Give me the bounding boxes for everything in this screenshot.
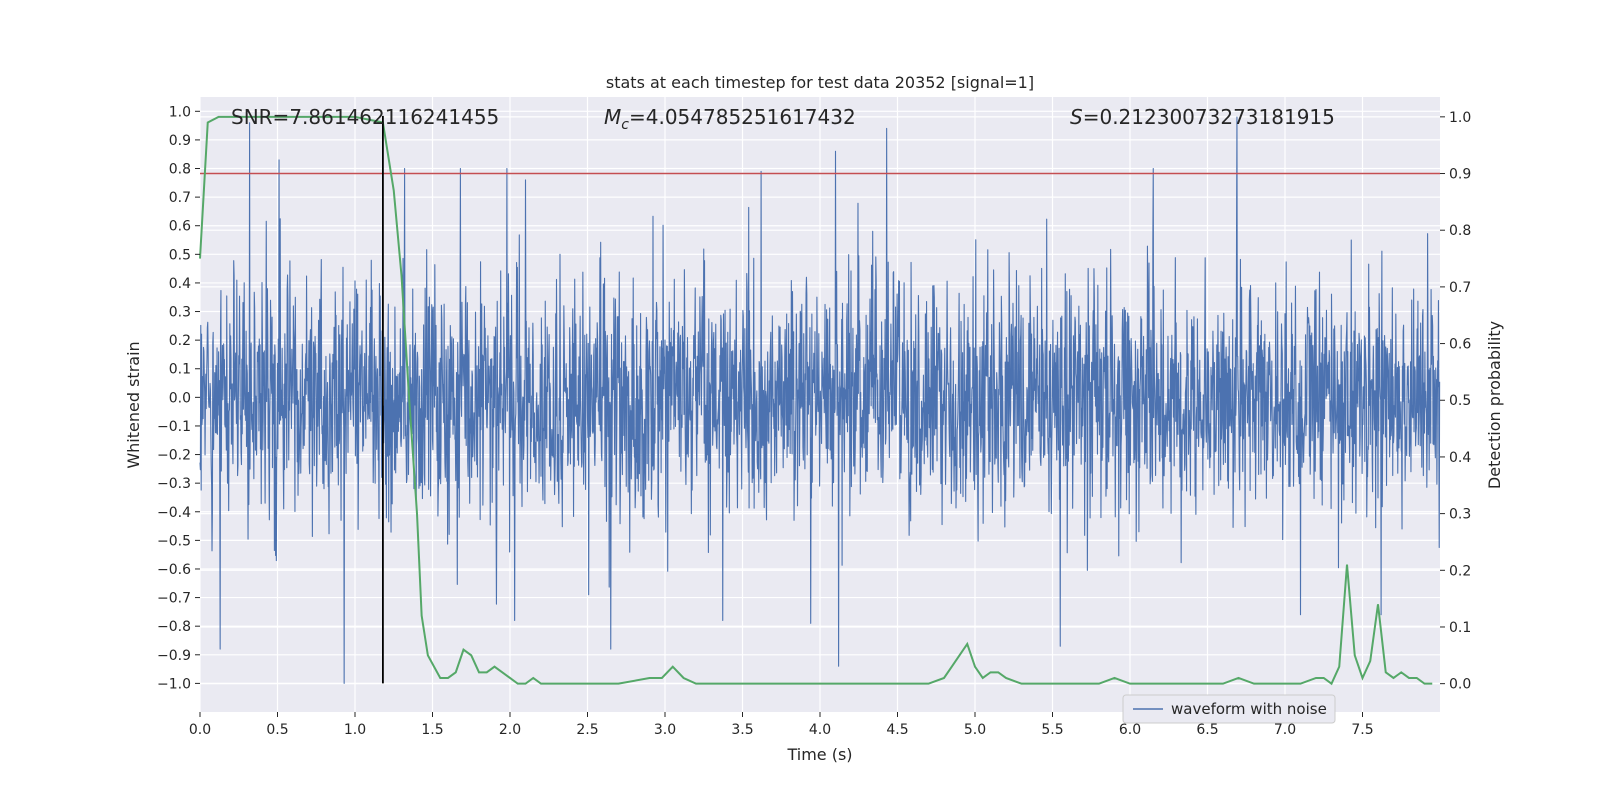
x-tick-label-0: 0.0	[189, 722, 211, 738]
y-left-tick-label-13: −0.3	[157, 476, 191, 492]
chart-title: stats at each timestep for test data 203…	[606, 73, 1034, 92]
mc-label-sub: c	[621, 117, 629, 133]
y-left-tick-label-9: 0.1	[169, 362, 191, 378]
mc-suffix: =	[629, 105, 646, 129]
y-right-axis-label: Detection probability	[1485, 321, 1504, 489]
probability-series	[199, 115, 1433, 686]
legend-entry-waveform: waveform with noise	[1171, 700, 1327, 718]
waveform-series	[199, 116, 1441, 684]
y-right-tick-label-3: 0.7	[1449, 280, 1471, 296]
x-tick-label-9: 4.5	[886, 722, 908, 738]
snr-value: 7.861462116241455	[289, 105, 499, 129]
legend: waveform with noise	[1122, 694, 1336, 724]
y-left-axis-label: Whitened strain	[124, 341, 143, 468]
x-tick-label-13: 6.5	[1196, 722, 1218, 738]
s-label: S	[1070, 105, 1083, 129]
y-left-tick-label-5: 0.5	[169, 247, 191, 263]
y-left-tick-label-1: 0.9	[169, 133, 191, 149]
y-left-tick-label-15: −0.5	[157, 533, 191, 549]
y-left-tick-label-12: −0.2	[157, 448, 191, 464]
y-right-tick-label-5: 0.5	[1449, 393, 1471, 409]
y-left-tick-label-3: 0.7	[169, 190, 191, 206]
y-left-tick-label-20: −1.0	[157, 676, 191, 692]
x-tick-label-4: 2.0	[499, 722, 521, 738]
y-left-tick-label-16: −0.6	[157, 562, 191, 578]
y-right-tick-label-9: 0.1	[1449, 620, 1471, 636]
mc-label: M	[604, 105, 621, 129]
x-tick-label-8: 4.0	[809, 722, 831, 738]
y-right-axis-ticks: 1.0 0.9 0.8 0.7 0.6 0.5 0.4 0.3 0.2 0.1 0.0	[1440, 110, 1471, 693]
y-left-tick-label-2: 0.8	[169, 162, 191, 178]
y-left-axis-ticks: 1.0 0.9 0.8 0.7 0.6 0.5 0.4 0.3 0.2 0.1 0.0 −0.1 −0.…	[157, 104, 200, 692]
waveform-line	[199, 116, 1441, 684]
x-tick-label-7: 3.5	[731, 722, 753, 738]
x-axis-ticks: 0.0 0.5 1.0 1.5 2.0 2.5 3.0 3.5 4.0 4.5 5.0 5.5 6.0 6…	[189, 712, 1374, 738]
y-left-tick-label-6: 0.4	[169, 276, 191, 292]
y-right-tick-label-0: 1.0	[1449, 110, 1471, 126]
mc-annotation: Mc=4.054785251617432	[604, 105, 856, 133]
s-value: 0.21230073273181915	[1099, 105, 1334, 129]
y-left-tick-label-11: −0.1	[157, 419, 191, 435]
y-left-tick-label-19: −0.9	[157, 648, 191, 664]
snr-label: SNR=	[231, 105, 289, 129]
legend-box	[1122, 694, 1336, 724]
y-right-tick-label-8: 0.2	[1449, 563, 1471, 579]
y-right-tick-label-7: 0.3	[1449, 507, 1471, 523]
snr-annotation: SNR=7.861462116241455	[231, 105, 499, 129]
x-tick-label-15: 7.5	[1351, 722, 1373, 738]
x-tick-label-3: 1.5	[421, 722, 443, 738]
x-tick-label-6: 3.0	[654, 722, 676, 738]
s-suffix: =	[1083, 105, 1100, 129]
x-tick-label-12: 6.0	[1119, 722, 1141, 738]
x-tick-label-2: 1.0	[344, 722, 366, 738]
y-right-tick-label-1: 0.9	[1449, 167, 1471, 183]
y-right-tick-label-6: 0.4	[1449, 450, 1471, 466]
mc-value: 4.054785251617432	[646, 105, 856, 129]
y-left-tick-label-10: 0.0	[169, 390, 191, 406]
y-left-tick-label-4: 0.6	[169, 219, 191, 235]
y-left-tick-label-8: 0.2	[169, 333, 191, 349]
s-annotation: S=0.21230073273181915	[1070, 105, 1335, 129]
x-tick-label-11: 5.5	[1041, 722, 1063, 738]
y-left-tick-label-18: −0.8	[157, 619, 191, 635]
probability-line	[199, 115, 1433, 686]
y-right-tick-label-4: 0.6	[1449, 337, 1471, 353]
y-left-tick-label-7: 0.3	[169, 305, 191, 321]
y-left-tick-label-17: −0.7	[157, 591, 191, 607]
y-right-tick-label-10: 0.0	[1449, 677, 1471, 693]
y-right-tick-label-2: 0.8	[1449, 223, 1471, 239]
y-left-tick-label-14: −0.4	[157, 505, 191, 521]
y-left-tick-label-0: 1.0	[169, 104, 191, 120]
x-tick-label-10: 5.0	[964, 722, 986, 738]
x-tick-label-14: 7.0	[1274, 722, 1296, 738]
x-axis-label: Time (s)	[786, 745, 852, 764]
x-tick-label-5: 2.5	[576, 722, 598, 738]
x-tick-label-1: 0.5	[266, 722, 288, 738]
